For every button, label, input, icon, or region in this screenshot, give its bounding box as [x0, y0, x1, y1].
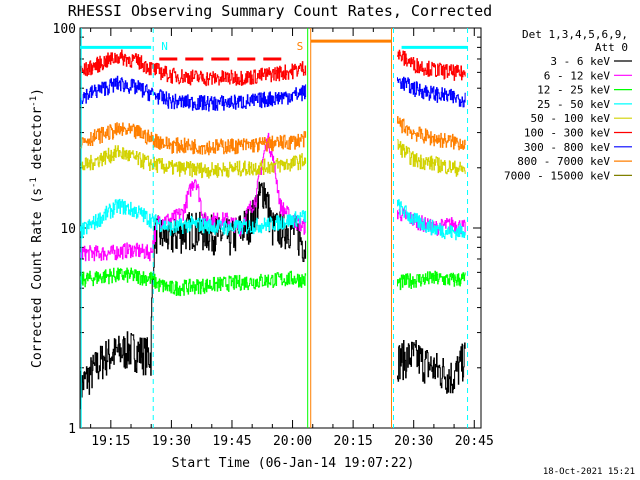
- legend-entry-label: 25 - 50 keV: [537, 98, 610, 111]
- x-tick-label: 20:45: [455, 434, 494, 449]
- x-tick-label: 19:45: [212, 434, 251, 449]
- legend-entry-label: 7000 - 15000 keV: [504, 169, 610, 182]
- legend-entry-label: 50 - 100 keV: [531, 112, 611, 125]
- y-tick-label: 1: [68, 422, 76, 437]
- x-tick-label: 19:15: [91, 434, 130, 449]
- y-axis-label: Corrected Count Rate (s-1 detector-1): [29, 88, 45, 368]
- series-100-300-kev: [80, 49, 466, 87]
- legend-entry-label: 6 - 12 keV: [544, 69, 611, 82]
- x-tick-label: 19:30: [152, 434, 191, 449]
- x-tick-label: 20:30: [394, 434, 433, 449]
- series-line: [80, 49, 466, 87]
- legend-header: Det 1,3,4,5,6,9,: [522, 28, 628, 41]
- legend-header: Att 0: [595, 41, 628, 54]
- series-line: [80, 75, 466, 112]
- series-line: [80, 198, 466, 241]
- timestamp-label: 18-Oct-2021 15:21: [543, 467, 635, 477]
- series-line: [80, 181, 466, 410]
- legend-entry-label: 100 - 300 keV: [524, 127, 610, 140]
- series-25-50-kev: [80, 198, 466, 241]
- x-axis-label: Start Time (06-Jan-14 19:07:22): [172, 456, 415, 471]
- series-300-800-kev: [80, 75, 466, 112]
- x-tick-label: 20:15: [334, 434, 373, 449]
- chart-title: RHESSI Observing Summary Count Rates, Co…: [68, 2, 492, 20]
- series-line: [80, 116, 466, 156]
- event-marker-label: S: [297, 40, 304, 53]
- x-tick-label: 20:00: [273, 434, 312, 449]
- series-800-7000-kev: [80, 116, 466, 156]
- series-line: [80, 139, 466, 179]
- legend-entry-label: 12 - 25 keV: [537, 84, 610, 97]
- series-50-100-kev: [80, 139, 466, 179]
- y-tick-label: 10: [60, 222, 76, 237]
- series-line: [80, 267, 466, 297]
- series-3-6-kev: [80, 181, 466, 410]
- legend-entry-label: 300 - 800 keV: [524, 141, 610, 154]
- y-tick-label: 100: [53, 22, 76, 37]
- legend-entry-label: 800 - 7000 keV: [517, 155, 610, 168]
- event-marker-label: N: [161, 40, 168, 53]
- legend-entry-label: 3 - 6 keV: [550, 55, 610, 68]
- series-12-25-kev: [80, 267, 466, 297]
- plot-area: 1 10 100 19:15 19:30 19:45 20:00 20:15 20:30 20:4…: [53, 22, 494, 449]
